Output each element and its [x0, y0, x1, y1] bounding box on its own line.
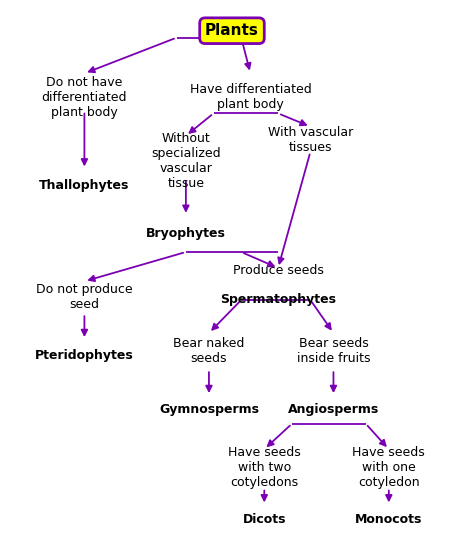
- Text: Monocots: Monocots: [354, 513, 422, 526]
- Text: Do not produce
seed: Do not produce seed: [36, 284, 132, 311]
- Text: Plants: Plants: [205, 23, 258, 38]
- Text: Do not have
differentiated
plant body: Do not have differentiated plant body: [42, 76, 127, 119]
- Text: Pteridophytes: Pteridophytes: [35, 349, 133, 362]
- Text: Produce seeds: Produce seeds: [232, 264, 323, 277]
- Text: Have differentiated
plant body: Have differentiated plant body: [189, 84, 311, 111]
- Text: Spermatophytes: Spermatophytes: [219, 293, 335, 306]
- Text: Thallophytes: Thallophytes: [39, 179, 129, 192]
- Text: Bear seeds
inside fruits: Bear seeds inside fruits: [296, 337, 369, 364]
- Text: Angiosperms: Angiosperms: [287, 403, 378, 416]
- Text: Bear naked
seeds: Bear naked seeds: [173, 337, 244, 364]
- Text: With vascular
tissues: With vascular tissues: [267, 126, 352, 154]
- Text: Bryophytes: Bryophytes: [146, 227, 225, 240]
- Text: Have seeds
with two
cotyledons: Have seeds with two cotyledons: [227, 446, 300, 489]
- Text: Without
specialized
vascular
tissue: Without specialized vascular tissue: [151, 132, 220, 190]
- Text: Dicots: Dicots: [242, 513, 285, 526]
- Text: Have seeds
with one
cotyledon: Have seeds with one cotyledon: [352, 446, 424, 489]
- Text: Gymnosperms: Gymnosperms: [159, 403, 258, 416]
